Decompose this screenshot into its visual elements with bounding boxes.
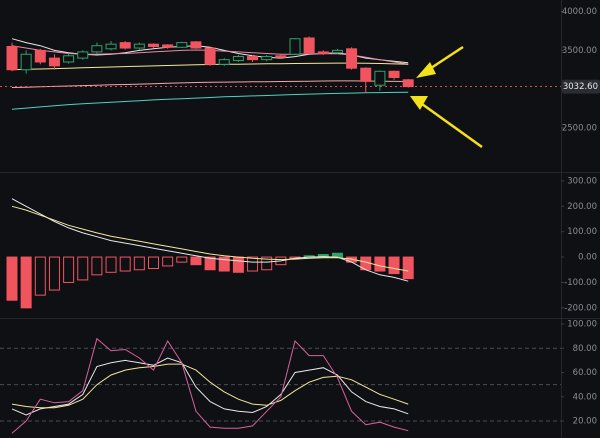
candle-body — [162, 44, 174, 48]
histogram-bar — [190, 256, 202, 266]
candle-body — [148, 43, 159, 47]
line — [11, 80, 409, 88]
histogram-bar — [247, 256, 259, 272]
y-tick-label: 3500.00 — [562, 46, 597, 56]
line — [11, 198, 409, 282]
histogram-bar — [162, 256, 174, 267]
candle-body — [232, 56, 244, 61]
histogram-bar — [20, 256, 32, 309]
candle-body — [317, 51, 329, 54]
y-tick-label: 100.00 — [567, 227, 597, 237]
histogram-bar — [63, 256, 75, 283]
plot: 4000.003500.003000.002500.003032.60300.0… — [0, 7, 600, 434]
histogram-bar — [133, 256, 145, 271]
histogram-bar — [48, 256, 60, 291]
candle-body — [176, 42, 188, 48]
candle-body — [331, 49, 343, 54]
histogram-bar — [232, 256, 244, 273]
y-tick-label: 40.00 — [573, 392, 597, 402]
y-tick-label: 0.00 — [578, 253, 597, 263]
candle-body — [91, 45, 103, 53]
candle-body — [20, 53, 32, 71]
candle-body — [360, 67, 372, 82]
candle-body — [247, 56, 259, 61]
candle-body — [34, 49, 46, 63]
line — [11, 357, 409, 416]
candle-body — [346, 48, 358, 69]
candle-body — [289, 38, 301, 55]
histogram-bar — [204, 256, 216, 271]
y-tick-label: 2500.00 — [562, 123, 597, 133]
histogram-bar — [148, 256, 159, 269]
histogram-bar — [34, 256, 46, 296]
y-tick-label: 100.00 — [567, 320, 597, 330]
candle-body — [303, 37, 315, 54]
histogram-bar — [374, 256, 386, 272]
y-tick-label: 20.00 — [573, 417, 597, 427]
candle-body — [63, 55, 75, 63]
candle-body — [105, 43, 117, 50]
histogram-bar — [6, 256, 18, 301]
line — [11, 91, 409, 110]
last-price-label: 3032.60 — [563, 82, 598, 92]
histogram-bar — [176, 256, 188, 263]
candle-body — [48, 57, 60, 67]
y-tick-label: 300.00 — [567, 176, 597, 186]
line — [11, 337, 409, 434]
candle-body — [261, 56, 273, 61]
candle-body — [374, 70, 386, 86]
histogram-bar — [402, 256, 414, 280]
candle-body — [190, 41, 202, 49]
candle-body — [275, 55, 287, 58]
candle-body — [388, 70, 400, 78]
arrow — [410, 45, 483, 149]
candle-body — [77, 51, 89, 59]
histogram-bar — [218, 256, 230, 272]
candle-body — [402, 79, 414, 88]
histogram-bar — [105, 256, 117, 273]
line — [11, 205, 409, 272]
y-tick-label: -200.00 — [564, 303, 597, 313]
candle-body — [119, 42, 131, 49]
candle-body — [204, 47, 216, 65]
histogram-bar — [77, 256, 89, 281]
candle-body — [6, 45, 18, 71]
histogram-bar — [261, 256, 273, 271]
histogram-bar — [388, 256, 400, 275]
y-tick-label: 4000.00 — [562, 7, 597, 17]
histogram-bar — [91, 256, 103, 276]
line — [11, 363, 409, 409]
y-tick-label: 200.00 — [567, 202, 597, 212]
candle-body — [218, 59, 230, 65]
y-tick-label: 60.00 — [573, 368, 597, 378]
last-price-box — [562, 79, 600, 94]
y-tick-label: 80.00 — [573, 344, 597, 354]
histogram-bar — [119, 256, 131, 272]
y-tick-label: -100.00 — [564, 278, 597, 288]
candle-body — [133, 43, 145, 49]
